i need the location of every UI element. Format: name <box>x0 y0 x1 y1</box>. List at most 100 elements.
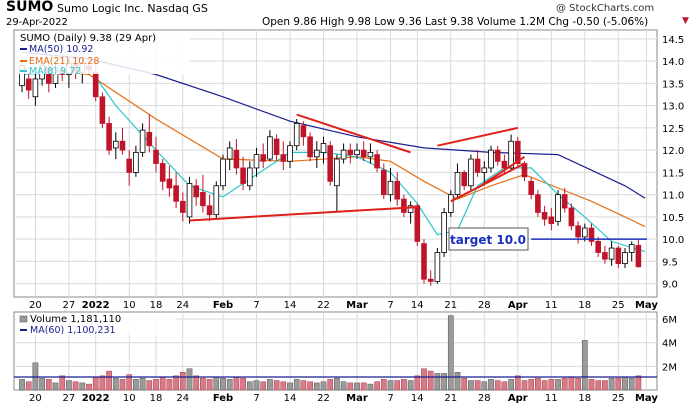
candle-body <box>354 149 360 155</box>
candle-body <box>622 252 628 265</box>
volume-bar <box>260 381 267 391</box>
candle-body <box>421 243 427 280</box>
candle-body <box>447 194 454 213</box>
legend-volume-swatch <box>19 315 28 323</box>
volume-bar <box>602 380 608 391</box>
x-tick-label: 14 <box>411 300 424 311</box>
volume-bar <box>555 379 561 391</box>
volume-bar <box>394 380 401 391</box>
candle-body <box>200 192 206 207</box>
volume-bar <box>595 380 602 391</box>
volume-bar <box>86 383 92 391</box>
x-tick-label: 27 <box>63 393 76 404</box>
x-tick-label: 7 <box>253 300 259 311</box>
volume-bar <box>360 382 367 391</box>
candle-body <box>246 167 253 187</box>
volume-bar <box>635 375 642 391</box>
legend-ma8: MA(8) 9.72 <box>29 66 81 77</box>
volume-bar <box>481 381 488 391</box>
volume-bar <box>575 377 581 391</box>
volume-bar <box>139 377 146 391</box>
x-tick-label: 7 <box>387 300 393 311</box>
volume-bar <box>407 380 414 391</box>
candle-body <box>434 252 441 282</box>
volume-bar <box>401 379 407 391</box>
volume-bar <box>112 377 119 391</box>
volume-bar <box>568 376 575 391</box>
volume-bar <box>608 377 615 391</box>
candle-body <box>602 252 608 260</box>
ema21-line <box>21 67 646 228</box>
volume-bar <box>52 382 59 391</box>
candle-body <box>133 151 139 173</box>
price-tick-label: 14.5 <box>662 35 684 46</box>
candle-body <box>615 247 622 265</box>
quote-stats: Open 9.86 High 9.98 Low 9.36 Last 9.38 V… <box>262 16 649 28</box>
candle-body <box>92 71 99 98</box>
copyright: @ StockCharts.com <box>556 3 655 14</box>
price-legend-bg <box>16 31 190 74</box>
x-tick-label: 25 <box>612 300 625 311</box>
volume-bar <box>186 368 193 391</box>
candle-body <box>387 180 394 196</box>
x-tick-label: 7 <box>387 393 393 404</box>
volume-bar <box>514 375 521 391</box>
candle-body <box>166 178 173 189</box>
candle-body <box>260 154 266 162</box>
candle-body <box>186 183 193 218</box>
volume-bar <box>468 380 474 391</box>
volume-bar <box>273 380 280 391</box>
candle-body <box>468 158 474 187</box>
candle-body <box>628 244 635 253</box>
candle-body <box>407 205 414 213</box>
volume-bar <box>119 379 126 391</box>
volume-bar <box>72 381 79 391</box>
target-label: target 10.0 <box>450 233 526 247</box>
volume-tick-label: 6M <box>662 315 677 326</box>
volume-bar <box>280 381 287 391</box>
price-tick-label: 11.0 <box>662 191 684 202</box>
volume-bar <box>220 377 226 391</box>
candle-body <box>488 149 494 169</box>
candle-body <box>548 216 555 224</box>
symbol-title: SUMO <box>6 0 54 15</box>
candle-body <box>568 207 575 227</box>
candle-body <box>226 147 233 160</box>
x-tick-label: 18 <box>150 393 163 404</box>
volume-bar <box>380 379 387 391</box>
candle-body <box>220 158 226 187</box>
volume-bar <box>367 383 374 391</box>
candle-body <box>541 212 548 220</box>
candle-body <box>126 158 133 173</box>
volume-bar <box>226 379 233 391</box>
candle-body <box>394 180 400 200</box>
volume-bar <box>200 377 206 391</box>
candle-body <box>213 185 220 216</box>
candle-body <box>474 158 481 173</box>
volume-bar <box>39 377 45 391</box>
volume-bar <box>628 377 635 391</box>
x-tick-label: 14 <box>284 393 297 404</box>
volume-bar <box>528 379 535 391</box>
volume-tick-label: 4M <box>662 339 677 350</box>
volume-bar <box>454 372 461 391</box>
volume-bar <box>287 382 293 391</box>
x-tick-label: 11 <box>545 393 558 404</box>
volume-bar <box>434 373 441 391</box>
volume-bar <box>548 379 555 391</box>
candle-body <box>159 163 166 182</box>
volume-bar <box>206 379 213 391</box>
trendline <box>189 206 418 222</box>
x-tick-label: 22 <box>317 300 330 311</box>
x-tick-label: 28 <box>478 300 491 311</box>
volume-bar <box>293 379 300 391</box>
price-tick-label: 12.0 <box>662 146 684 157</box>
candle-body <box>575 225 581 238</box>
candle-body <box>267 136 273 160</box>
candle-body <box>515 140 521 164</box>
candle-body <box>454 171 461 196</box>
volume-bar <box>622 376 628 391</box>
volume-bar <box>354 382 360 391</box>
candle-body <box>340 149 347 160</box>
